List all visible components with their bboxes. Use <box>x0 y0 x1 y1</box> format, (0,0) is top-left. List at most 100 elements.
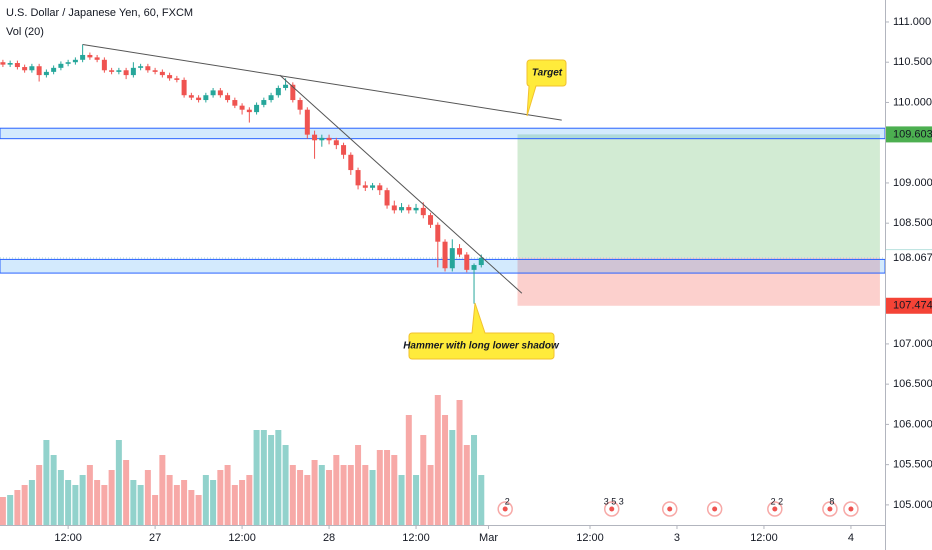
candle-body <box>355 170 361 186</box>
volume-bar <box>456 400 463 525</box>
candle-body <box>457 248 463 255</box>
candle-body <box>442 241 448 269</box>
volume-bar <box>14 490 21 525</box>
volume-bar <box>86 465 93 525</box>
candle-body <box>58 63 64 68</box>
x-tick-label: 3 <box>674 532 680 544</box>
candle-body <box>449 248 455 269</box>
volume-bar <box>289 465 296 525</box>
candle-body <box>406 207 412 211</box>
y-tick-label: 110.500 <box>893 56 932 68</box>
trendline <box>279 74 523 294</box>
volume-bar <box>123 460 130 525</box>
trendline <box>82 44 562 121</box>
drawings <box>0 127 886 306</box>
volume-bar <box>94 480 101 525</box>
volume-bar <box>304 475 311 525</box>
y-tick-label: 105.500 <box>893 459 932 471</box>
candle-body <box>362 185 368 188</box>
volume-bar <box>391 455 398 525</box>
candle-body <box>203 95 209 101</box>
volume-bar <box>108 470 115 525</box>
candle-body <box>232 100 238 106</box>
candle-body <box>109 70 115 72</box>
volume-bar <box>231 485 238 525</box>
volume-bar <box>376 450 383 525</box>
event-dot <box>712 506 718 512</box>
volume-bar <box>427 465 434 525</box>
candle-body <box>43 71 49 76</box>
price-label-box <box>886 297 932 314</box>
event-count: 8 <box>829 496 834 506</box>
candle-body <box>283 84 289 88</box>
volume-bar <box>311 460 318 525</box>
candle-body <box>239 105 245 110</box>
event-dot <box>502 506 508 512</box>
volume-bar <box>442 415 449 525</box>
callout-box <box>526 59 567 117</box>
candle-body <box>435 224 441 242</box>
candle-body <box>196 97 202 101</box>
price-label: 108.067 <box>893 252 932 264</box>
x-tick-label: 12:00 <box>750 532 778 544</box>
volume-bar <box>115 440 122 525</box>
y-tick-label: 106.500 <box>893 378 932 390</box>
volume-bar <box>297 470 304 525</box>
event-count: 3 5 3 <box>604 496 624 506</box>
candle-body <box>391 205 397 211</box>
volume-bar <box>21 485 28 525</box>
volume-bar <box>347 465 354 525</box>
volume-bar <box>101 485 108 525</box>
y-tick-label: 109.000 <box>893 177 932 189</box>
x-tick-label: 12:00 <box>576 532 604 544</box>
chart-title: U.S. Dollar / Japanese Yen, 60, FXCM <box>6 7 193 19</box>
callout-text: Target <box>532 68 563 79</box>
candle-body <box>428 215 434 225</box>
volume-bar <box>362 465 369 525</box>
candle-body <box>464 254 470 270</box>
volume-bar <box>202 475 209 525</box>
volume-bar <box>65 480 72 525</box>
y-tick-label: 110.000 <box>893 96 932 108</box>
y-tick-label: 106.000 <box>893 418 932 430</box>
candle-body <box>123 70 129 76</box>
loss-zone <box>517 257 880 306</box>
event-dot <box>609 506 615 512</box>
volume-bar <box>210 480 217 525</box>
x-tick-label: 12:00 <box>228 532 256 544</box>
candle-body <box>377 185 383 191</box>
candle-body <box>116 70 122 72</box>
candle-body <box>261 100 267 105</box>
y-tick-label: 108.500 <box>893 217 932 229</box>
volume-bar <box>0 497 6 525</box>
candle-body <box>72 59 78 63</box>
candle-body <box>181 79 187 96</box>
profit-zone <box>517 134 880 258</box>
candle-body <box>174 78 180 80</box>
price-label-box <box>886 126 932 143</box>
event-dot <box>772 506 778 512</box>
candle-body <box>7 63 13 65</box>
candle-body <box>297 100 303 110</box>
candle-body <box>225 95 231 101</box>
support-zone <box>0 127 886 140</box>
volume <box>0 395 485 525</box>
volume-bar <box>253 430 260 525</box>
candle-body <box>159 71 165 76</box>
candle-body <box>152 70 158 72</box>
candle-body <box>319 137 325 141</box>
volume-bar <box>181 480 188 525</box>
volume-bar <box>28 480 35 525</box>
volume-bar <box>43 440 50 525</box>
volume-bar <box>268 435 275 525</box>
candle-body <box>290 84 296 101</box>
candle-body <box>130 67 136 76</box>
volume-bar <box>217 470 224 525</box>
volume-bar <box>57 470 64 525</box>
event-count: 2 <box>505 496 510 506</box>
volume-bar <box>137 485 144 525</box>
x-tick-label: 27 <box>149 532 161 544</box>
candle-body <box>36 66 42 76</box>
candle-body <box>0 62 6 65</box>
volume-bar <box>434 395 441 525</box>
